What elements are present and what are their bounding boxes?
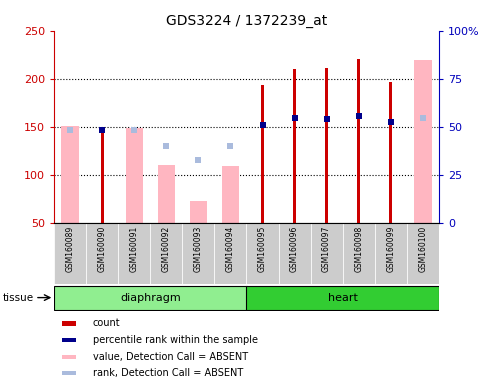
Text: GSM160090: GSM160090 <box>98 226 107 272</box>
Text: value, Detection Call = ABSENT: value, Detection Call = ABSENT <box>93 352 248 362</box>
Text: percentile rank within the sample: percentile rank within the sample <box>93 335 258 345</box>
Text: GSM160089: GSM160089 <box>66 226 75 272</box>
Bar <box>86 223 118 284</box>
Text: GSM160092: GSM160092 <box>162 226 171 272</box>
Text: GSM160099: GSM160099 <box>386 226 395 272</box>
Bar <box>246 286 439 310</box>
Bar <box>389 82 392 223</box>
Bar <box>311 223 343 284</box>
Bar <box>118 223 150 284</box>
Text: GSM160093: GSM160093 <box>194 226 203 272</box>
Bar <box>62 354 76 359</box>
Bar <box>190 200 207 223</box>
Bar <box>182 223 214 284</box>
Text: rank, Detection Call = ABSENT: rank, Detection Call = ABSENT <box>93 368 243 378</box>
Text: GSM160098: GSM160098 <box>354 226 363 272</box>
Text: GSM160100: GSM160100 <box>418 226 427 272</box>
Bar <box>357 59 360 223</box>
Bar <box>214 223 246 284</box>
Bar <box>101 131 104 223</box>
Bar <box>293 69 296 223</box>
Bar <box>62 371 76 375</box>
Bar <box>126 127 143 223</box>
Bar <box>407 223 439 284</box>
Bar <box>62 126 79 223</box>
Text: count: count <box>93 318 120 328</box>
Bar <box>414 60 431 223</box>
Text: tissue: tissue <box>2 293 34 303</box>
Bar <box>62 321 76 326</box>
Bar <box>343 223 375 284</box>
Bar <box>62 338 76 342</box>
Bar <box>54 223 86 284</box>
Bar <box>279 223 311 284</box>
Text: GSM160095: GSM160095 <box>258 226 267 272</box>
Bar <box>222 166 239 223</box>
Text: GSM160091: GSM160091 <box>130 226 139 272</box>
Title: GDS3224 / 1372239_at: GDS3224 / 1372239_at <box>166 14 327 28</box>
Bar <box>54 286 246 310</box>
Text: GSM160097: GSM160097 <box>322 226 331 272</box>
Bar <box>158 165 175 223</box>
Bar <box>375 223 407 284</box>
Text: heart: heart <box>328 293 357 303</box>
Text: GSM160094: GSM160094 <box>226 226 235 272</box>
Bar <box>325 68 328 223</box>
Text: diaphragm: diaphragm <box>120 293 181 303</box>
Text: GSM160096: GSM160096 <box>290 226 299 272</box>
Bar <box>261 86 264 223</box>
Bar <box>246 223 279 284</box>
Bar <box>150 223 182 284</box>
